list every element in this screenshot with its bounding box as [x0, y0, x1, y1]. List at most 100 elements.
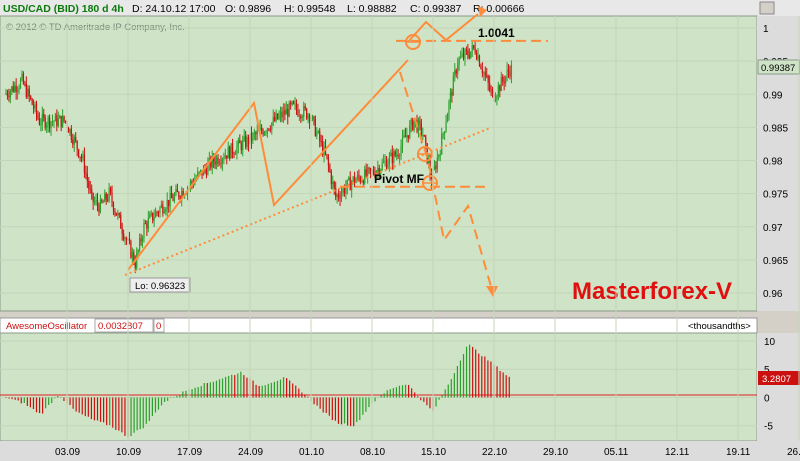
candle-body — [157, 212, 160, 214]
candle-body — [384, 160, 386, 162]
candle-body — [95, 199, 97, 202]
candle-body — [221, 159, 224, 164]
candle-body — [480, 66, 482, 69]
candle-body — [340, 192, 343, 199]
candle-body — [59, 115, 61, 119]
candle-body — [160, 204, 163, 208]
candle-body — [56, 114, 58, 126]
candle-body — [172, 198, 174, 201]
candle-body — [410, 119, 412, 126]
time-tick-label: 26.11 — [787, 447, 800, 458]
candle-body — [128, 238, 131, 242]
candle-body — [70, 128, 72, 140]
candle-body — [54, 114, 56, 122]
candle-body — [60, 115, 62, 127]
candle-body — [288, 102, 290, 117]
candle-body — [123, 233, 125, 240]
candle-body — [412, 119, 414, 130]
candle-body — [243, 136, 245, 141]
candle-body — [245, 136, 247, 148]
candle-body — [153, 217, 155, 221]
candle-body — [67, 127, 70, 133]
candle-body — [364, 169, 366, 184]
candle-body — [136, 252, 138, 269]
candle-body — [259, 127, 261, 131]
window-button[interactable] — [759, 1, 775, 15]
candle-body — [83, 154, 86, 173]
candle-body — [76, 140, 78, 150]
candle-body — [322, 141, 324, 155]
candle-body — [22, 73, 25, 84]
candle-body — [34, 104, 36, 109]
oscillator-input-box[interactable] — [153, 318, 165, 333]
candle-body — [205, 169, 208, 175]
candle-body — [358, 174, 360, 178]
candle-body — [457, 64, 459, 74]
candle-body — [213, 156, 215, 162]
symbol-label: USD/CAD (BID) 180 d 4h — [3, 3, 124, 15]
candle-body — [490, 89, 492, 91]
oscillator-value: 0.0032807 — [98, 321, 143, 332]
candle-body — [12, 86, 14, 92]
candle-body — [27, 88, 29, 98]
candle-body — [108, 187, 110, 200]
candle-body — [276, 113, 279, 119]
candle-body — [80, 156, 83, 159]
candle-body — [290, 102, 292, 105]
candle-body — [336, 194, 338, 197]
candle-body — [454, 70, 456, 76]
candle-body — [166, 199, 168, 210]
candle-body — [218, 163, 221, 165]
candle-body — [314, 118, 316, 136]
candle-body — [40, 124, 42, 126]
candle-body — [86, 173, 88, 181]
candle-body — [352, 176, 354, 183]
candle-body — [271, 122, 273, 130]
candle-body — [398, 155, 401, 157]
candle-body — [272, 116, 274, 123]
candle-body — [400, 145, 402, 156]
candle-body — [292, 101, 295, 104]
candle-body — [178, 192, 180, 198]
candle-body — [406, 135, 408, 138]
time-tick-label: 10.09 — [116, 447, 141, 458]
candle-body — [215, 157, 218, 165]
candle-body — [401, 136, 404, 146]
bullish-scenario-path — [407, 13, 479, 43]
candle-body — [489, 82, 491, 90]
candle-body — [224, 155, 226, 159]
candle-body — [11, 86, 13, 92]
candle-body — [345, 187, 347, 194]
candle-body — [409, 125, 411, 138]
candle-body — [464, 49, 466, 59]
candle-body — [465, 49, 468, 51]
candle-body — [506, 69, 508, 77]
candle-body — [130, 241, 132, 258]
candle-body — [269, 129, 271, 131]
time-tick-label: 22.10 — [482, 447, 507, 458]
candle-body — [197, 172, 199, 179]
candle-body — [75, 137, 77, 141]
candle-body — [327, 156, 330, 166]
candle-body — [390, 152, 392, 156]
candle-body — [337, 194, 340, 198]
candle-body — [349, 177, 351, 191]
price-tick-label: 0.97 — [763, 223, 783, 234]
candle-body — [6, 93, 9, 96]
candle-body — [474, 47, 476, 53]
candle-body — [369, 168, 372, 172]
candle-body — [107, 199, 109, 201]
low-label: L: 0.98882 — [347, 3, 397, 15]
price-tick-label: 0.96 — [763, 289, 783, 300]
candle-body — [505, 76, 507, 84]
time-tick-label: 17.09 — [177, 447, 202, 458]
candle-body — [152, 212, 154, 221]
candle-body — [91, 189, 93, 194]
oscillator-last-box — [758, 371, 800, 385]
candle-body — [120, 214, 122, 229]
time-tick-label: 29.10 — [543, 447, 568, 458]
candle-body — [96, 199, 99, 206]
candle-body — [78, 149, 80, 157]
candle-body — [435, 165, 437, 169]
candle-body — [38, 118, 41, 125]
